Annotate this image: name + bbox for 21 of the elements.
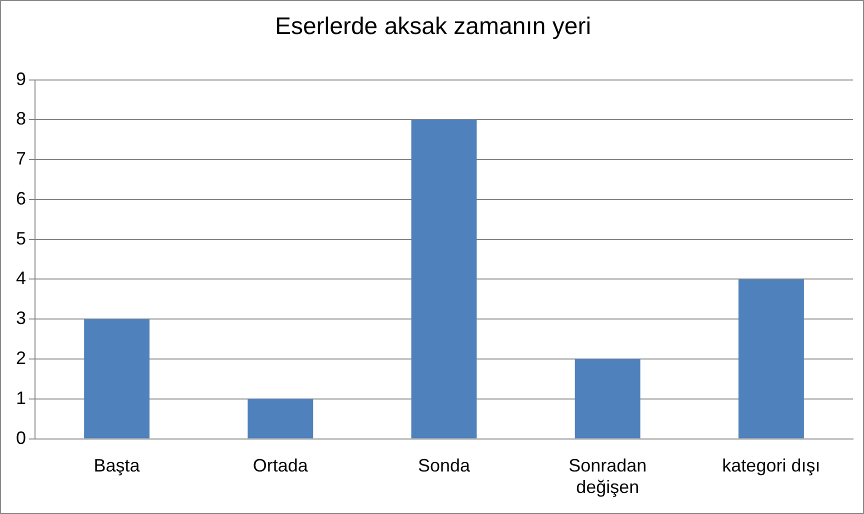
bar bbox=[84, 319, 150, 438]
y-tick-label: 6 bbox=[16, 188, 26, 208]
x-tick-label: Sonda bbox=[418, 456, 472, 476]
bar bbox=[411, 120, 477, 438]
y-tick-label: 7 bbox=[16, 148, 26, 169]
y-tick-label: 5 bbox=[16, 228, 26, 248]
y-tick-label: 8 bbox=[16, 108, 26, 129]
y-tick-label: 9 bbox=[16, 68, 26, 89]
y-tick-label: 4 bbox=[16, 268, 26, 288]
y-tick-label: 0 bbox=[16, 428, 26, 448]
x-tick-label: Başta bbox=[94, 456, 141, 476]
x-tick-label: Ortada bbox=[252, 456, 309, 476]
y-tick-label: 3 bbox=[16, 308, 26, 328]
bar bbox=[248, 398, 314, 438]
y-tick-label: 2 bbox=[16, 348, 26, 368]
x-tick-label: Sonradan değişen bbox=[568, 456, 647, 498]
y-tick-label: 1 bbox=[16, 388, 26, 408]
bar bbox=[574, 359, 640, 438]
chart-title: Eserlerde aksak zamanın yeri bbox=[274, 13, 592, 40]
bar bbox=[738, 279, 804, 438]
x-tick-label: kategori dışı bbox=[722, 456, 820, 476]
